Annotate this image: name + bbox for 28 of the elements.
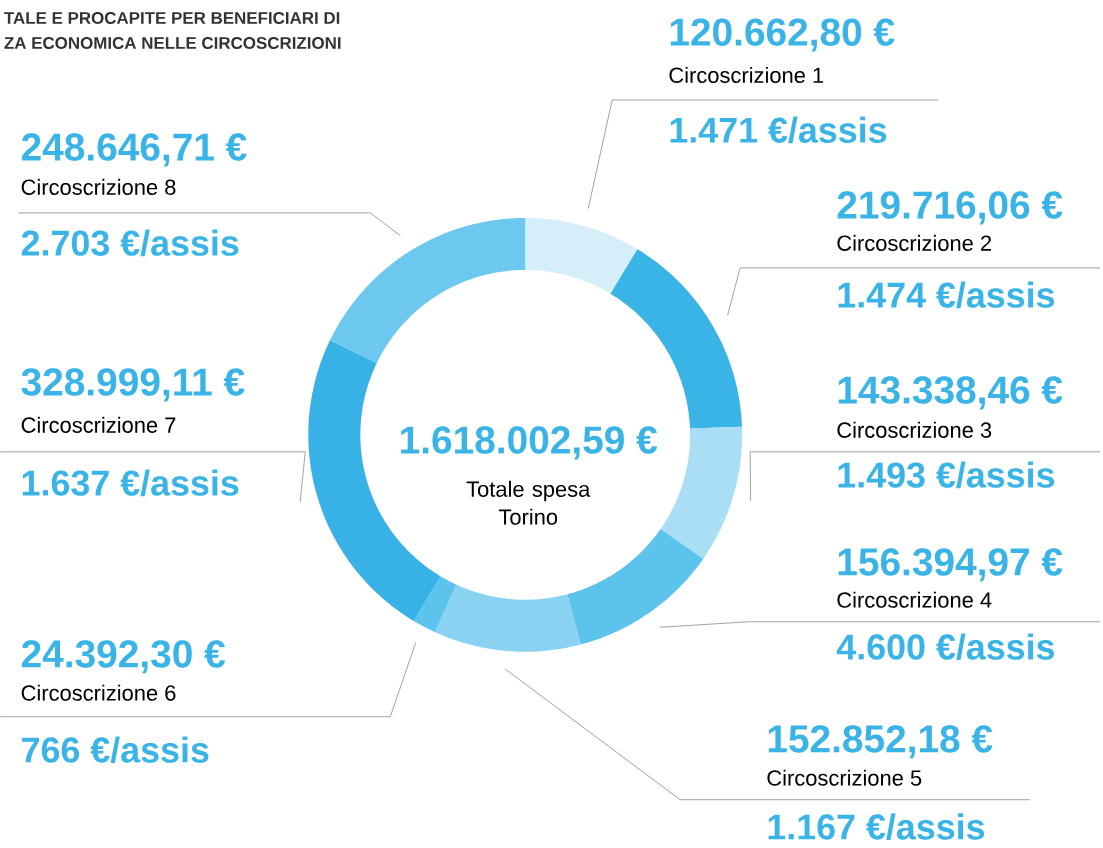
data-label: 156.394,97 € xyxy=(838,548,1063,582)
data-label: 152.852,18 € xyxy=(768,725,993,759)
text: 1.493 €/assis xyxy=(838,461,1055,489)
text: 1.637 €/assis xyxy=(22,469,239,497)
slice-label: Circoscrizione 7 xyxy=(21,416,176,434)
text: 1.474 €/assis xyxy=(838,281,1055,309)
text: 766 €/assis xyxy=(22,736,209,764)
data-label: 120.662,80 € xyxy=(670,18,895,52)
slice-label: Circoscrizione 2 xyxy=(837,235,992,252)
slice-label: Circoscrizione 4 xyxy=(837,591,992,608)
slice-label: Circoscrizione 5 xyxy=(767,769,922,786)
data-label: 219.716,06 € xyxy=(837,191,1063,225)
chart-title: TALE E PROCAPITE PER BENEFICIARI DI xyxy=(4,12,340,25)
data-label: 24.392,30 € xyxy=(21,640,226,674)
text: ZA ECONOMICA NELLE CIRCOSCRIZIONI xyxy=(4,37,341,50)
text: 1.618.002,59 € xyxy=(401,426,658,460)
text: 2.703 €/assis xyxy=(21,229,239,257)
data-label: 248.646,71 € xyxy=(21,133,247,167)
slice-label: Circoscrizione 8 xyxy=(21,179,176,196)
data-label: 328.999,11 € xyxy=(21,368,245,402)
text: 1.471 €/assis xyxy=(670,116,887,144)
text: Totale spesa Torino xyxy=(466,480,591,525)
text: 4.600 €/assis xyxy=(836,633,1055,661)
slice-label: Circoscrizione 6 xyxy=(21,684,176,701)
slice-label: Circoscrizione 3 xyxy=(837,421,992,439)
slice-label: Circoscrizione 1 xyxy=(669,67,824,84)
text: 1.167 €/assis xyxy=(768,813,985,841)
data-label: 143.338,46 € xyxy=(838,376,1063,410)
